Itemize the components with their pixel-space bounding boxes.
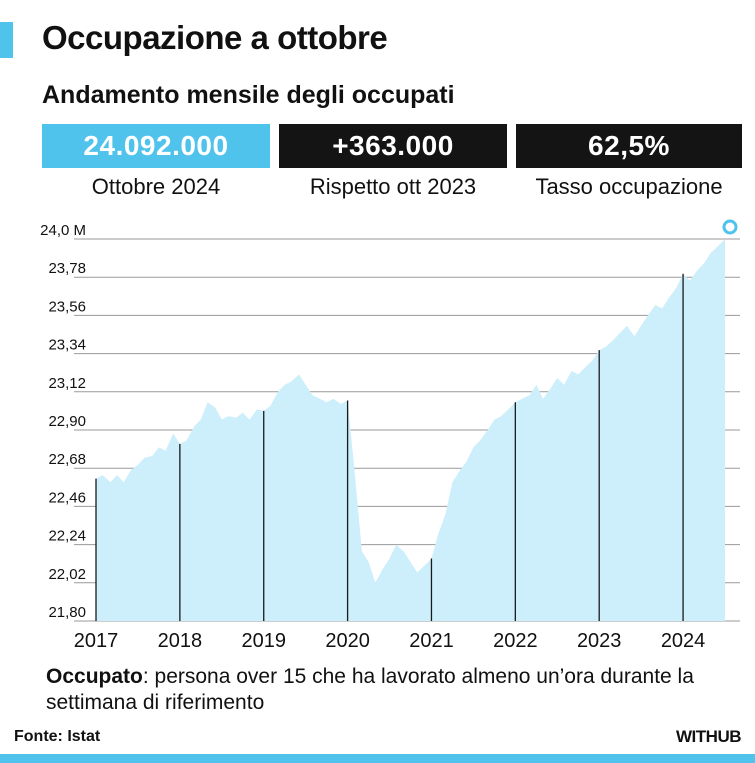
definition-text: : persona over 15 che ha lavorato almeno…	[46, 665, 694, 714]
x-tick-label: 2018	[158, 630, 203, 652]
kpi-occupati-label: Ottobre 2024	[91, 174, 221, 199]
x-tick-label: 2024	[661, 630, 706, 652]
chart-subtitle: Andamento mensile degli occupati	[42, 81, 455, 109]
x-tick-label: 2017	[74, 630, 119, 652]
y-tick-label: 21,80	[48, 604, 86, 621]
year-drop-lines	[95, 273, 684, 621]
x-tick-label: 2020	[325, 630, 370, 652]
x-axis-labels: 2017 2018 2019 2020 2021 2022 2023 2024	[74, 630, 706, 652]
kpi-variazione-label: Rispetto ott 2023	[309, 174, 477, 199]
source-label: Fonte: Istat	[14, 728, 101, 745]
x-tick-label: 2022	[493, 630, 538, 652]
y-tick-label: 22,02	[48, 566, 86, 583]
series-area	[96, 239, 725, 621]
definition-term: Occupato	[46, 665, 143, 688]
x-tick-label: 2021	[409, 630, 454, 652]
chart-title: Occupazione a ottobre	[42, 19, 388, 56]
title-accent-bar	[0, 22, 13, 58]
kpi-tasso-value: 62,5%	[516, 124, 742, 168]
y-tick-label: 23,78	[48, 260, 86, 277]
y-tick-label: 24,0 M	[40, 222, 86, 239]
last-point-marker	[722, 219, 738, 235]
y-tick-label: 22,68	[48, 451, 86, 468]
y-tick-label: 23,12	[48, 375, 86, 392]
definition-note: Occupato: persona over 15 che ha lavorat…	[46, 664, 746, 716]
kpi-variazione-value: +363.000	[279, 124, 507, 168]
y-tick-label: 22,24	[48, 528, 86, 545]
area-chart: 21,80 22,02 22,24 22,46 22,68 22,90 23,12 23,34…	[40, 219, 740, 652]
kpi-tasso-label: Tasso occupazione	[535, 174, 723, 199]
kpi-occupati-value: 24.092.000	[42, 124, 270, 168]
y-tick-label: 23,34	[48, 337, 86, 354]
y-tick-label: 22,90	[48, 413, 86, 430]
x-tick-label: 2019	[241, 630, 286, 652]
withub-logo: WITHUB	[676, 727, 741, 746]
x-tick-label: 2023	[577, 630, 622, 652]
bottom-accent-bar	[0, 754, 755, 763]
y-tick-label: 23,56	[48, 298, 86, 315]
y-axis-labels: 21,80 22,02 22,24 22,46 22,68 22,90 23,12 23,34…	[40, 222, 86, 621]
y-tick-label: 22,46	[48, 489, 86, 506]
